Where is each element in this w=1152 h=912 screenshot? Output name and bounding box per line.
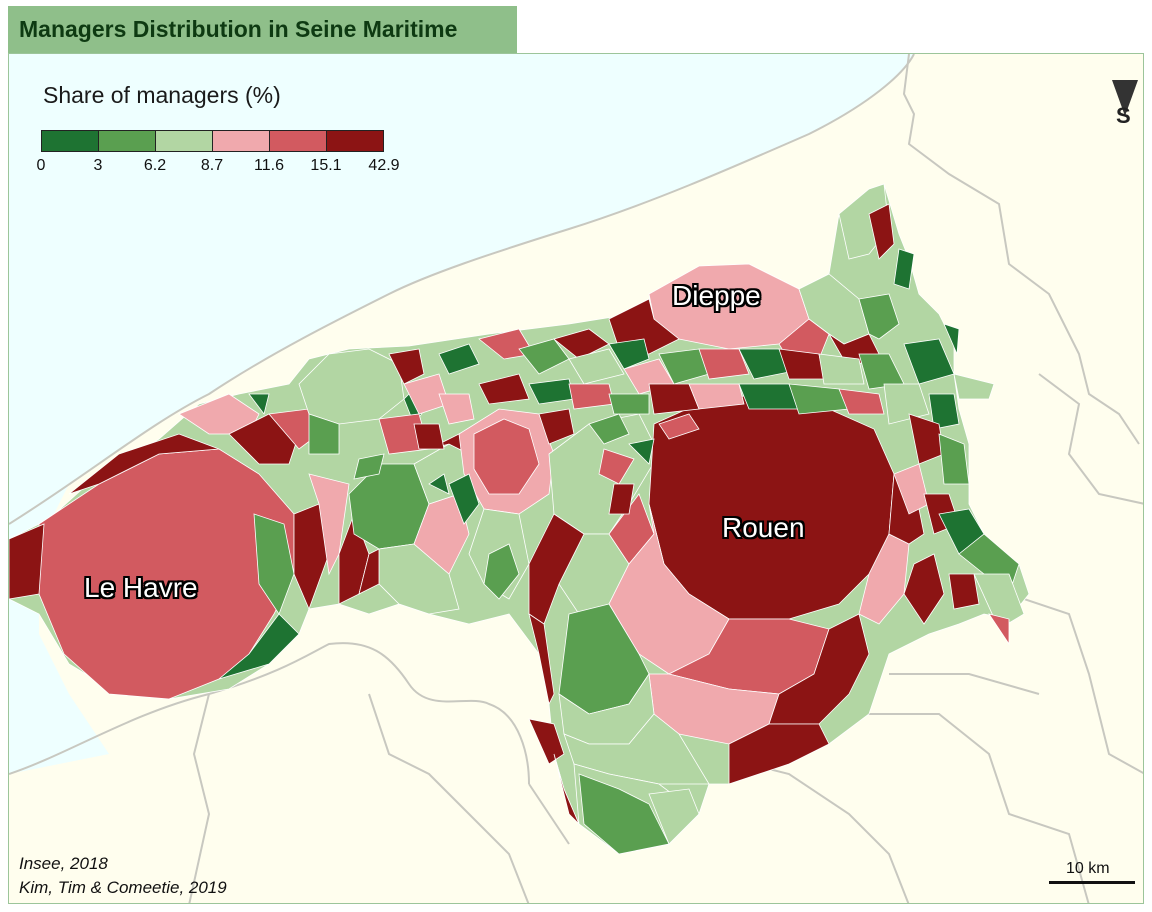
legend-break-label: 8.7	[200, 157, 224, 174]
coastline	[9, 54, 915, 525]
cartogram-regions	[9, 183, 1030, 855]
legend-title: Share of managers (%)	[43, 82, 281, 108]
legend-swatch	[156, 131, 213, 151]
north-arrow-letter: S	[1116, 103, 1131, 128]
city-label-le-havre: Le Havre	[84, 572, 198, 603]
legend-swatch	[327, 131, 383, 151]
legend-break-label: 6.2	[143, 157, 167, 174]
legend-break-label: 15.1	[310, 157, 342, 174]
source-credit-1: Insee, 2018	[19, 854, 108, 873]
map-title: Managers Distribution in Seine Maritime	[8, 6, 517, 53]
legend-break-label: 42.9	[368, 157, 400, 174]
legend-color-bar	[41, 130, 384, 152]
scale-bar-label: 10 km	[1066, 860, 1110, 877]
legend-swatch	[213, 131, 270, 151]
city-label-rouen: Rouen	[722, 512, 805, 543]
legend-break-label: 3	[93, 157, 103, 174]
city-label-dieppe: Dieppe	[672, 280, 761, 311]
legend-swatch	[42, 131, 99, 151]
legend-break-label: 11.6	[254, 157, 284, 174]
map-frame: Share of managers (%) 0 3 6.2 8.7 11.6 1…	[8, 53, 1144, 904]
scale-bar	[1049, 881, 1135, 884]
legend-break-label: 0	[36, 157, 46, 174]
legend-swatch	[270, 131, 327, 151]
legend-swatch	[99, 131, 156, 151]
sea-area	[9, 54, 914, 524]
map-canvas	[9, 54, 1143, 903]
source-credit-2: Kim, Tim & Comeetie, 2019	[19, 878, 227, 897]
north-arrow-icon	[1112, 80, 1138, 116]
